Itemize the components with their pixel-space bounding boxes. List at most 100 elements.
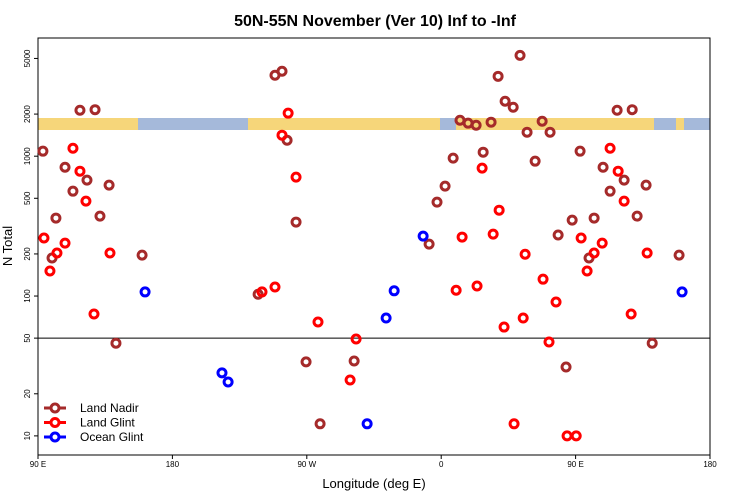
data-point xyxy=(507,101,519,113)
data-point xyxy=(640,179,652,191)
data-point xyxy=(67,142,79,154)
data-point xyxy=(544,126,556,138)
data-point xyxy=(537,273,549,285)
data-point xyxy=(447,152,459,164)
data-point xyxy=(80,195,92,207)
data-point xyxy=(110,337,122,349)
data-point xyxy=(508,418,520,430)
data-point xyxy=(676,286,688,298)
data-point xyxy=(276,129,288,141)
data-point xyxy=(216,367,228,379)
x-tick-label: 90 W xyxy=(297,460,316,469)
data-point xyxy=(348,355,360,367)
data-point xyxy=(575,232,587,244)
data-point xyxy=(423,238,435,250)
data-point xyxy=(350,333,362,345)
x-tick-label: 90 E xyxy=(567,460,583,469)
data-point xyxy=(493,204,505,216)
data-point xyxy=(536,115,548,127)
plot-frame xyxy=(37,37,711,456)
legend-marker xyxy=(49,431,61,443)
legend-marker xyxy=(49,417,61,428)
data-point xyxy=(626,104,638,116)
data-point xyxy=(560,361,572,373)
y-axis-label: N Total xyxy=(0,226,15,266)
data-point xyxy=(470,119,482,131)
data-point xyxy=(300,356,312,368)
data-point xyxy=(103,179,115,191)
band-land xyxy=(38,118,138,130)
data-point xyxy=(596,237,608,249)
band-land xyxy=(248,118,440,130)
data-point xyxy=(74,165,86,177)
x-tick-label: 0 xyxy=(439,460,444,469)
x-tick-label: 90 E xyxy=(30,460,46,469)
data-point xyxy=(476,162,488,174)
data-point xyxy=(456,231,468,243)
data-point xyxy=(417,230,429,242)
data-point xyxy=(566,214,578,226)
data-point xyxy=(631,210,643,222)
data-point xyxy=(388,285,400,297)
data-point xyxy=(59,161,71,173)
data-point xyxy=(44,265,56,277)
surface-band xyxy=(38,118,710,130)
data-point xyxy=(581,265,593,277)
data-point xyxy=(139,286,151,298)
data-point xyxy=(269,281,281,293)
data-point xyxy=(344,374,356,386)
legend-label: Land Glint xyxy=(80,416,135,430)
data-point xyxy=(498,321,510,333)
data-point xyxy=(276,65,288,77)
data-point xyxy=(519,248,531,260)
data-point xyxy=(74,104,86,116)
data-point xyxy=(222,376,234,388)
data-point xyxy=(611,104,623,116)
data-point xyxy=(492,70,504,82)
data-point xyxy=(550,296,562,308)
data-point xyxy=(618,174,630,186)
data-point xyxy=(471,280,483,292)
data-point xyxy=(380,312,392,324)
data-point xyxy=(673,249,685,261)
data-point xyxy=(94,210,106,222)
y-tick-label: 50 xyxy=(23,333,32,342)
legend-marker xyxy=(49,402,61,414)
data-point xyxy=(604,185,616,197)
y-tick-label: 2000 xyxy=(23,105,32,123)
band-land xyxy=(676,118,684,130)
data-point xyxy=(37,145,49,157)
data-point xyxy=(104,247,116,259)
data-point xyxy=(625,308,637,320)
data-point xyxy=(256,286,268,298)
data-point xyxy=(570,430,582,442)
data-point xyxy=(487,228,499,240)
y-tick-label: 20 xyxy=(23,389,32,398)
data-point xyxy=(38,232,50,244)
data-point xyxy=(499,95,511,107)
data-point xyxy=(290,171,302,183)
data-point xyxy=(450,284,462,296)
data-point xyxy=(361,418,373,430)
data-point xyxy=(641,247,653,259)
data-point xyxy=(514,49,526,61)
data-point xyxy=(597,161,609,173)
data-point xyxy=(646,337,658,349)
data-point xyxy=(517,312,529,324)
data-point xyxy=(574,145,586,157)
data-point xyxy=(59,237,71,249)
data-point xyxy=(312,316,324,328)
y-tick-label: 10 xyxy=(23,431,32,440)
data-point xyxy=(81,174,93,186)
data-point xyxy=(282,107,294,119)
data-point xyxy=(604,142,616,154)
chart-title: 50N-55N November (Ver 10) Inf to -Inf xyxy=(234,13,517,30)
data-point xyxy=(618,195,630,207)
x-axis-label: Longitude (deg E) xyxy=(322,476,425,491)
data-point xyxy=(67,185,79,197)
y-tick-label: 1000 xyxy=(23,147,32,165)
data-point xyxy=(485,116,497,128)
data-point xyxy=(552,229,564,241)
